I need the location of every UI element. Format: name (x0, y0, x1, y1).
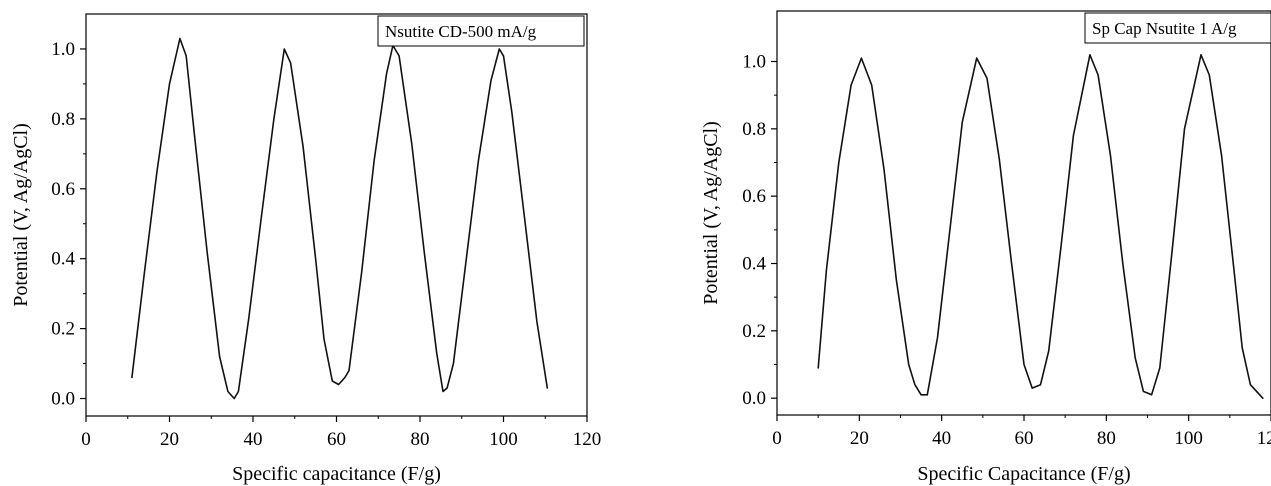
legend-label: Sp Cap Nsutite 1 A/g (1092, 19, 1237, 38)
x-tick-label: 60 (327, 429, 346, 450)
x-tick-label: 80 (411, 429, 430, 450)
y-tick-label: 0.4 (51, 249, 75, 270)
y-axis-title: Potential (V, Ag/AgCl) (700, 121, 722, 305)
x-tick-label: 0 (772, 428, 782, 449)
y-tick-label: 0.8 (51, 109, 75, 130)
y-tick-label: 0.6 (742, 186, 766, 207)
y-tick-label: 0.0 (742, 388, 766, 409)
x-tick-label: 20 (850, 428, 869, 449)
x-tick-label: 40 (244, 429, 263, 450)
series-line (131, 37, 549, 400)
y-tick-label: 0.8 (742, 119, 766, 140)
y-tick-label: 1.0 (51, 39, 75, 60)
x-tick-label: 100 (489, 429, 518, 450)
y-axis-title: Potential (V, Ag/AgCl) (10, 123, 32, 307)
x-tick-label: 20 (160, 429, 179, 450)
x-tick-label: 80 (1097, 428, 1116, 449)
legend-label: Nsutite CD-500 mA/g (385, 22, 537, 41)
series-line (817, 53, 1264, 400)
chart-panel-2: 0 20 40 60 80 100 120 0.0 0.2 0.4 0.6 0.8 1.0 Specifi… (700, 10, 1271, 485)
x-tick-label: 120 (573, 429, 602, 450)
x-tick-label: 0 (81, 429, 91, 450)
plot-frame (85, 13, 588, 417)
y-tick-label: 0.0 (51, 389, 75, 410)
y-tick-label: 0.4 (742, 254, 766, 275)
y-tick-label: 0.2 (51, 319, 75, 340)
x-tick-label: 100 (1174, 428, 1203, 449)
x-tick-label: 40 (932, 428, 951, 449)
y-tick-label: 0.2 (742, 321, 766, 342)
x-axis-title: Specific capacitance (F/g) (232, 463, 441, 485)
x-tick-label: 120 (1257, 428, 1271, 449)
legend-box (377, 15, 585, 47)
legend-box (1084, 12, 1271, 44)
x-axis-title: Specific Capacitance (F/g) (917, 463, 1130, 485)
y-tick-label: 1.0 (742, 52, 766, 73)
x-tick-label: 60 (1015, 428, 1034, 449)
chart-panel-1: 0 20 40 60 80 100 120 0.0 0.2 0.4 0.6 0.8 1.0 Specifi… (10, 13, 602, 485)
y-tick-label: 0.6 (51, 179, 75, 200)
